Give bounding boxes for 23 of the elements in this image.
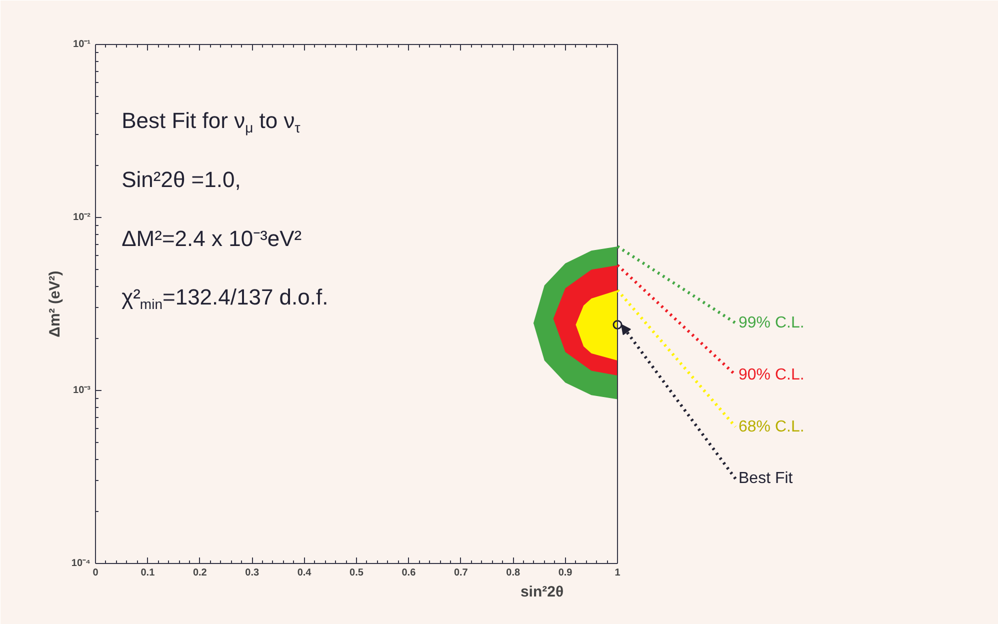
- x-axis-title: sin²2θ: [520, 584, 564, 600]
- x-tick-label: 0.2: [192, 568, 208, 578]
- text: 99% C.L.: [738, 314, 804, 332]
- x-tick-label: 0.6: [402, 568, 416, 578]
- x-tick-label: 0.9: [558, 568, 573, 578]
- y-tick-label: 10⁻²: [73, 212, 92, 223]
- y-tick-label: 10⁻⁴: [71, 558, 91, 569]
- y-axis-title: Δm² (eV²): [46, 270, 64, 338]
- x-tick-label: 0.3: [245, 568, 260, 578]
- text: Best Fit: [738, 470, 794, 488]
- annotation: Sin²2θ =1.0,: [122, 166, 241, 192]
- x-tick-label: 0.7: [454, 568, 468, 578]
- x-tick-label: 1: [614, 568, 621, 578]
- x-tick-label: 0.8: [506, 568, 520, 578]
- y-tick-label: 10⁻³: [73, 385, 92, 396]
- x-tick-label: 0.1: [140, 568, 156, 578]
- x-tick-label: 0.5: [350, 568, 364, 578]
- annotation: ΔM²=2.4 x 10⁻³eV²: [122, 226, 302, 251]
- x-tick-label: 0.4: [297, 568, 312, 578]
- text: 68% C.L.: [738, 418, 804, 436]
- x-tick-label: 0: [92, 568, 99, 578]
- y-tick-label: 10⁻¹: [73, 39, 92, 50]
- text: 90% C.L.: [738, 366, 804, 384]
